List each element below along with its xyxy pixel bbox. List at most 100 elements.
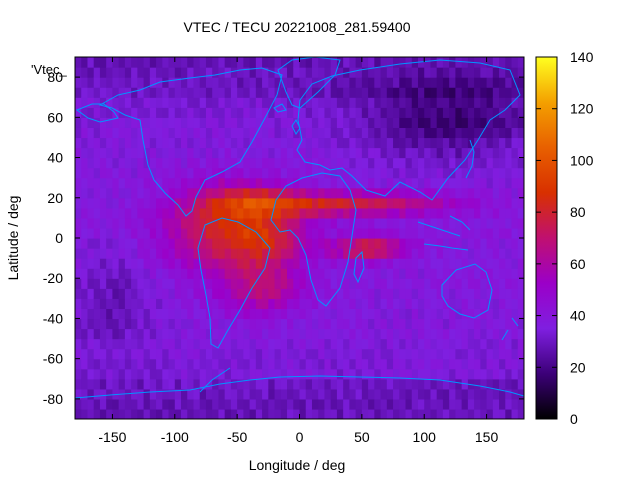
heatmap-cell bbox=[343, 197, 350, 209]
heatmap-cell bbox=[343, 137, 350, 149]
heatmap-cell bbox=[237, 298, 244, 309]
heatmap-cell bbox=[230, 348, 238, 360]
heatmap-cell bbox=[293, 207, 301, 219]
heatmap-cell bbox=[449, 177, 457, 189]
heatmap-cell bbox=[137, 177, 145, 189]
heatmap-cell bbox=[474, 248, 481, 259]
heatmap-cell bbox=[162, 268, 170, 279]
heatmap-cell bbox=[187, 338, 195, 350]
heatmap-cell bbox=[149, 308, 157, 320]
heatmap-cell bbox=[124, 197, 132, 209]
heatmap-cell bbox=[174, 338, 182, 350]
heatmap-cell bbox=[268, 217, 276, 229]
heatmap-cell bbox=[187, 248, 195, 259]
heatmap-cell bbox=[393, 408, 400, 419]
heatmap-cell bbox=[318, 217, 326, 229]
heatmap-cell bbox=[305, 97, 313, 108]
heatmap-cell bbox=[268, 398, 276, 410]
heatmap-cell bbox=[349, 197, 357, 209]
heatmap-cell bbox=[255, 77, 263, 88]
heatmap-cell bbox=[499, 87, 506, 98]
heatmap-cell bbox=[374, 368, 382, 380]
heatmap-cell bbox=[131, 187, 138, 199]
heatmap-cell bbox=[405, 378, 413, 390]
heatmap-cell bbox=[442, 97, 450, 108]
heatmap-cell bbox=[162, 398, 170, 410]
heatmap-cell bbox=[486, 388, 494, 400]
heatmap-cell bbox=[405, 388, 413, 400]
heatmap-cell bbox=[218, 117, 226, 128]
heatmap-cell bbox=[417, 97, 425, 108]
heatmap-cell bbox=[168, 227, 176, 239]
heatmap-cell bbox=[449, 398, 457, 410]
heatmap-cell bbox=[93, 248, 101, 259]
legend-key-label: 'Vtec_ bbox=[31, 62, 67, 77]
heatmap-cell bbox=[131, 77, 138, 88]
heatmap-cell bbox=[124, 107, 132, 118]
heatmap-cell bbox=[474, 268, 481, 279]
heatmap-cell bbox=[505, 167, 513, 179]
heatmap-cell bbox=[430, 408, 438, 419]
heatmap-cell bbox=[193, 398, 201, 410]
heatmap-cell bbox=[230, 117, 238, 128]
heatmap-cell bbox=[517, 87, 524, 98]
heatmap-cell bbox=[424, 288, 432, 299]
heatmap-cell bbox=[143, 127, 151, 139]
heatmap-cell bbox=[181, 328, 188, 340]
heatmap-cell bbox=[162, 338, 170, 350]
heatmap-cell bbox=[156, 217, 163, 229]
heatmap-cell bbox=[255, 137, 263, 149]
heatmap-cell bbox=[75, 87, 82, 98]
heatmap-cell bbox=[137, 338, 145, 350]
heatmap-cell bbox=[386, 378, 394, 390]
heatmap-cell bbox=[393, 167, 400, 179]
heatmap-cell bbox=[318, 278, 326, 289]
heatmap-cell bbox=[355, 338, 363, 350]
heatmap-cell bbox=[106, 338, 114, 350]
heatmap-cell bbox=[193, 248, 201, 259]
heatmap-cell bbox=[99, 308, 107, 320]
heatmap-cell bbox=[262, 207, 269, 219]
heatmap-cell bbox=[411, 408, 419, 419]
heatmap-cell bbox=[474, 318, 481, 330]
heatmap-cell bbox=[112, 87, 120, 98]
heatmap-cell bbox=[99, 137, 107, 149]
heatmap-cell bbox=[361, 278, 369, 289]
heatmap-cell bbox=[293, 398, 301, 410]
heatmap-cell bbox=[405, 358, 413, 370]
heatmap-cell bbox=[287, 227, 294, 239]
heatmap-cell bbox=[212, 288, 220, 299]
heatmap-cell bbox=[106, 318, 114, 330]
heatmap-cell bbox=[131, 97, 138, 108]
heatmap-cell bbox=[212, 157, 220, 169]
heatmap-cell bbox=[287, 398, 294, 410]
coastline-eurasia bbox=[296, 59, 521, 201]
heatmap-cell bbox=[480, 348, 488, 360]
heatmap-cell bbox=[156, 67, 163, 78]
heatmap-cell bbox=[336, 97, 344, 108]
heatmap-cell bbox=[280, 57, 288, 68]
heatmap-cell bbox=[361, 117, 369, 128]
heatmap-cell bbox=[511, 107, 519, 118]
heatmap-cell bbox=[237, 238, 244, 249]
heatmap-cell bbox=[255, 368, 263, 380]
heatmap-cell bbox=[181, 268, 188, 279]
heatmap-cell bbox=[237, 187, 244, 199]
heatmap-cell bbox=[99, 77, 107, 88]
heatmap-cell bbox=[368, 268, 375, 279]
heatmap-cell bbox=[187, 97, 195, 108]
heatmap-cell bbox=[81, 227, 89, 239]
heatmap-cell bbox=[355, 408, 363, 419]
heatmap-cell bbox=[492, 117, 500, 128]
heatmap-cell bbox=[199, 378, 207, 390]
heatmap-cell bbox=[343, 238, 350, 249]
heatmap-cell bbox=[268, 57, 276, 68]
heatmap-cell bbox=[237, 348, 244, 360]
coastline-south-america bbox=[197, 217, 271, 349]
heatmap-cell bbox=[162, 348, 170, 360]
heatmap-cell bbox=[112, 308, 120, 320]
heatmap-cell bbox=[274, 338, 282, 350]
heatmap-cell bbox=[168, 207, 176, 219]
heatmap-cell bbox=[461, 338, 469, 350]
heatmap-cell bbox=[505, 358, 513, 370]
